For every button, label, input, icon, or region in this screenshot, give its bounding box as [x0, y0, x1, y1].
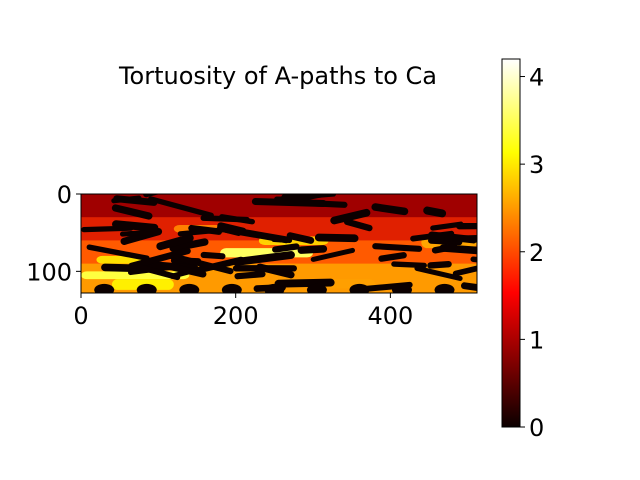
colorbar: 0 1 2 3 4	[501, 58, 544, 442]
heatmap-blob	[306, 283, 327, 293]
heatmap-blob	[264, 283, 285, 293]
heatmap-channel	[200, 215, 250, 223]
x-axis: 0 200 400	[73, 293, 413, 330]
x-tick-label: 0	[73, 302, 88, 330]
heatmap-channel	[391, 261, 427, 269]
heatmap-channel	[272, 243, 300, 253]
colorbar-gradient	[501, 58, 521, 428]
heatmap-channel	[423, 206, 447, 218]
colorbar-tick-label: 1	[529, 326, 544, 354]
heatmap-channel	[86, 244, 150, 261]
colorbar-tick-label: 2	[529, 239, 544, 267]
heatmap-channel	[271, 236, 293, 244]
heatmap-channel	[310, 247, 356, 262]
heatmap-channel	[128, 247, 191, 270]
heatmap-channel	[378, 252, 407, 262]
heatmap-channel	[234, 270, 266, 280]
heatmap-channel	[251, 197, 327, 207]
y-axis: 0 100	[26, 181, 81, 286]
colorbar-tick-label: 4	[529, 64, 544, 92]
heatmap-channel	[291, 194, 336, 203]
heatmap-blob	[391, 283, 412, 293]
heatmap-channel	[461, 282, 477, 291]
plot-frame	[80, 193, 478, 294]
heatmap-channel	[343, 218, 373, 232]
heatmap-channel	[444, 234, 477, 242]
heatmap-channel	[232, 251, 295, 266]
heatmap-blob	[221, 283, 242, 293]
heatmap-channel	[156, 234, 194, 251]
heatmap-channel	[414, 265, 463, 281]
heatmap-blob	[434, 283, 455, 293]
heatmap-channel	[274, 278, 335, 288]
heatmap-channel	[200, 251, 226, 260]
heatmap-channel	[111, 204, 153, 220]
heatmap-channel	[427, 260, 452, 269]
x-tick-label: 200	[213, 302, 259, 330]
heatmap-field	[81, 194, 477, 293]
heatmap-channel	[112, 220, 159, 232]
chart-title: Tortuosity of A-paths to Ca	[118, 62, 437, 90]
heatmap-channel	[372, 243, 423, 252]
heatmap-channel	[168, 253, 234, 275]
heatmap-image	[81, 194, 477, 293]
heatmap-channel	[314, 233, 359, 243]
heatmap-channel	[131, 262, 181, 281]
heatmap-channel	[111, 195, 142, 204]
heatmap-channel	[452, 265, 477, 277]
heatmap-channel	[430, 221, 464, 231]
heatmap-blob	[94, 283, 115, 293]
heatmap-channel	[169, 238, 209, 252]
heatmap-channel	[286, 232, 315, 244]
heatmap-channel	[143, 194, 161, 198]
heatmap-channel	[169, 263, 207, 278]
heatmap-channel	[297, 245, 328, 254]
heatmap-channel	[330, 208, 371, 225]
x-tick-label: 400	[367, 302, 413, 330]
y-tick-label: 0	[57, 181, 72, 209]
heatmap-channel	[148, 196, 214, 218]
y-tick-label: 100	[26, 258, 72, 286]
heatmap-blob	[179, 283, 200, 293]
heatmap-channel	[431, 243, 458, 254]
heatmap-channel	[188, 224, 223, 235]
heatmap-channel	[371, 203, 409, 216]
heatmap-channel	[119, 229, 153, 237]
heatmap-blob	[136, 283, 157, 293]
heatmap-channel	[428, 237, 463, 246]
colorbar-ticks: 0 1 2 3 4	[520, 64, 544, 442]
heatmap-blob	[349, 283, 370, 293]
heatmap-channel	[120, 227, 163, 245]
colorbar-tick-label: 3	[529, 151, 544, 179]
colorbar-tick-label: 0	[529, 414, 544, 442]
